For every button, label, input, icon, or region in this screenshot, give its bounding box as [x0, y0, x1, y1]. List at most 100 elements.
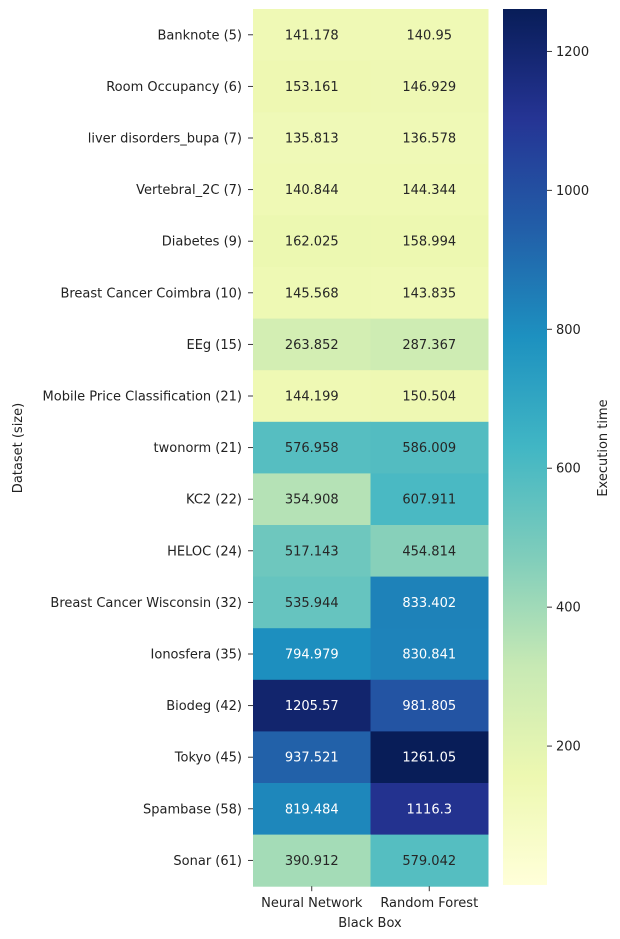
heatmap-cells: 141.178 140.95 153.161 146.929 135.813 136.57… — [253, 9, 489, 887]
cell-value: 819.484 — [285, 802, 339, 817]
row-label: Diabetes (9) — [162, 235, 242, 250]
row-label: Biodeg (42) — [166, 699, 242, 714]
heatmap-cell — [253, 576, 371, 629]
cell-value: 145.568 — [285, 286, 339, 301]
heatmap-cell — [370, 525, 489, 578]
cell-value: 576.958 — [285, 441, 339, 456]
x-axis-title: Black Box — [338, 916, 402, 931]
cell-value: 158.994 — [402, 235, 456, 250]
heatmap-cell — [253, 112, 371, 165]
row-labels: Banknote (5) Room Occupancy (6) liver diso… — [43, 28, 253, 869]
heatmap-cell — [253, 215, 371, 268]
cell-value: 140.95 — [407, 28, 453, 43]
heatmap-cell — [370, 421, 489, 474]
row-label: twonorm (21) — [154, 441, 242, 456]
cell-value: 535.944 — [285, 596, 339, 611]
row-label: EEg (15) — [187, 338, 243, 353]
colorbar-tick-label: 1200 — [556, 45, 589, 60]
heatmap-cell — [253, 163, 371, 216]
row-label: Banknote (5) — [158, 28, 243, 43]
heatmap-cell — [370, 215, 489, 268]
heatmap-cell — [253, 318, 371, 371]
cell-value: 141.178 — [285, 28, 339, 43]
cell-value: 517.143 — [285, 544, 339, 559]
cell-value: 263.852 — [285, 338, 339, 353]
cell-value: 1261.05 — [402, 751, 456, 766]
row-label: Spambase (58) — [143, 802, 242, 817]
row-label: Breast Cancer Coimbra (10) — [60, 286, 242, 301]
heatmap-cell — [370, 576, 489, 629]
cell-value: 136.578 — [402, 132, 456, 147]
heatmap-cell — [253, 628, 371, 681]
heatmap-cell — [370, 163, 489, 216]
heatmap-cell — [370, 731, 489, 784]
column-labels: Neural Network Random Forest — [261, 886, 478, 911]
colorbar-ticks: 200 400 600 800 1000 1200 — [547, 45, 589, 755]
cell-value: 794.979 — [285, 648, 339, 663]
cell-value: 140.844 — [285, 183, 339, 198]
cell-value: 830.841 — [402, 648, 456, 663]
heatmap-cell — [370, 834, 489, 887]
heatmap-cell — [370, 628, 489, 681]
heatmap-cell — [253, 731, 371, 784]
heatmap-cell — [370, 112, 489, 165]
colorbar — [503, 9, 547, 885]
heatmap-cell — [370, 318, 489, 371]
cell-value: 390.912 — [285, 854, 339, 869]
colorbar-tick-label: 600 — [556, 462, 581, 477]
heatmap-cell — [370, 267, 489, 320]
cell-value: 144.344 — [402, 183, 456, 198]
cell-value: 454.814 — [402, 544, 456, 559]
colorbar-tick-label: 200 — [556, 740, 581, 755]
colorbar-tick-label: 400 — [556, 601, 581, 616]
heatmap-cell — [370, 60, 489, 113]
row-label: KC2 (22) — [186, 493, 242, 508]
cell-value: 1205.57 — [285, 699, 339, 714]
row-label: Room Occupancy (6) — [106, 80, 242, 95]
heatmap-cell — [370, 679, 489, 732]
colorbar-tick-label: 800 — [556, 323, 581, 338]
y-axis-title: Dataset (size) — [11, 403, 26, 493]
heatmap-cell — [370, 783, 489, 836]
cell-value: 146.929 — [402, 80, 456, 95]
heatmap-cell — [253, 679, 371, 732]
heatmap-cell — [370, 370, 489, 423]
cell-value: 937.521 — [285, 751, 339, 766]
cell-value: 135.813 — [285, 132, 339, 147]
cell-value: 981.805 — [402, 699, 456, 714]
row-label: Mobile Price Classification (21) — [43, 390, 242, 405]
heatmap-cell — [370, 473, 489, 526]
row-label: Ionosfera (35) — [151, 648, 242, 663]
heatmap-cell — [253, 9, 371, 62]
cell-value: 1116.3 — [407, 802, 453, 817]
colorbar-tick-label: 1000 — [556, 184, 589, 199]
cell-value: 607.911 — [402, 493, 456, 508]
cell-value: 833.402 — [402, 596, 456, 611]
cell-value: 586.009 — [402, 441, 456, 456]
heatmap-cell — [253, 525, 371, 578]
colorbar-title: Execution time — [596, 399, 611, 496]
row-label: Sonar (61) — [173, 854, 242, 869]
cell-value: 287.367 — [402, 338, 456, 353]
heatmap-cell — [253, 473, 371, 526]
row-label: Vertebral_2C (7) — [136, 183, 242, 198]
heatmap-cell — [253, 60, 371, 113]
cell-value: 354.908 — [285, 493, 339, 508]
cell-value: 153.161 — [285, 80, 339, 95]
cell-value: 150.504 — [402, 390, 456, 405]
cell-value: 143.835 — [402, 286, 456, 301]
cell-value: 579.042 — [402, 854, 456, 869]
heatmap-cell — [253, 267, 371, 320]
cell-value: 162.025 — [285, 235, 339, 250]
column-label: Neural Network — [261, 896, 363, 911]
heatmap-cell — [253, 370, 371, 423]
column-label: Random Forest — [380, 896, 478, 911]
heatmap-cell — [253, 421, 371, 474]
row-label: Breast Cancer Wisconsin (32) — [50, 596, 242, 611]
row-label: Tokyo (45) — [174, 751, 242, 766]
row-label: liver disorders_bupa (7) — [88, 132, 242, 147]
cell-value: 144.199 — [285, 390, 339, 405]
heatmap-cell — [253, 834, 371, 887]
heatmap-cell — [370, 9, 489, 62]
